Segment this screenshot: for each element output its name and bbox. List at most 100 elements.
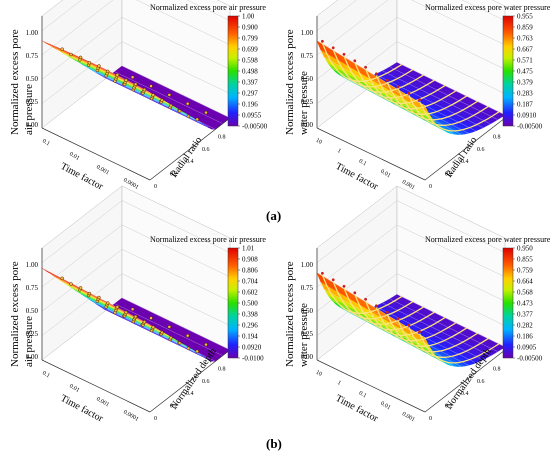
colorbar-label: 0.900 bbox=[242, 24, 258, 32]
surface-contour bbox=[85, 296, 194, 351]
data-markers bbox=[321, 271, 500, 364]
surface-contour bbox=[56, 49, 165, 102]
data-point bbox=[167, 93, 172, 97]
data-point bbox=[385, 310, 389, 314]
z-axis-label-line2: air pressure bbox=[23, 84, 35, 135]
data-point bbox=[169, 103, 173, 108]
gridline bbox=[41, 0, 82, 31]
colorbar-label: -0.00500 bbox=[517, 355, 543, 363]
gridline bbox=[316, 224, 398, 288]
colorbar-label: 0.282 bbox=[517, 322, 533, 330]
y-tick-label: 0.2 bbox=[170, 404, 178, 410]
data-line bbox=[419, 333, 500, 364]
z-axis-label-line1: Normalized excess pore bbox=[284, 261, 296, 367]
data-point bbox=[149, 316, 153, 320]
z-tick-label: 1.00 bbox=[301, 29, 314, 37]
z-tick-label: 1.00 bbox=[26, 29, 39, 37]
data-point bbox=[418, 330, 421, 334]
x-tick-label: 0.001 bbox=[95, 396, 110, 408]
x-axis-line bbox=[41, 127, 151, 181]
data-point bbox=[185, 101, 190, 106]
data-point bbox=[69, 52, 73, 57]
x-tick-label: 0.001 bbox=[401, 179, 416, 191]
colorbar-label: -0.0100 bbox=[242, 355, 264, 363]
gridline bbox=[41, 273, 123, 336]
y-tick-label: 0.6 bbox=[477, 379, 485, 385]
data-point bbox=[204, 342, 208, 347]
data-markers bbox=[60, 276, 208, 354]
y-tick-label: 0.8 bbox=[493, 366, 501, 372]
colorbar-label: 0.0920 bbox=[242, 344, 262, 352]
data-point bbox=[195, 117, 199, 122]
data-point bbox=[105, 301, 110, 305]
chart-title: Normalized excess pore water pressure bbox=[425, 235, 550, 244]
data-point bbox=[396, 85, 400, 89]
colorbar-label: 0.283 bbox=[517, 90, 533, 98]
data-point bbox=[115, 305, 120, 309]
data-line bbox=[397, 88, 479, 121]
data-point bbox=[185, 333, 190, 338]
surface-contour bbox=[114, 71, 223, 124]
gridline bbox=[41, 41, 123, 104]
z-tick-label: 0.50 bbox=[26, 75, 39, 83]
x-axis-line bbox=[316, 127, 426, 181]
z-tick-label: 0.75 bbox=[301, 284, 314, 292]
x-tick-label: 0.001 bbox=[401, 411, 416, 423]
data-point bbox=[124, 310, 128, 315]
data-point bbox=[407, 91, 411, 95]
z-tick-label: 0.50 bbox=[26, 307, 39, 315]
data-point bbox=[331, 46, 335, 50]
data-point bbox=[385, 78, 389, 82]
colorbar bbox=[502, 247, 514, 359]
gridline bbox=[136, 0, 231, 46]
colorbar bbox=[227, 247, 239, 359]
y-tick-label: 0.8 bbox=[218, 366, 226, 372]
data-line bbox=[419, 101, 500, 132]
data-point bbox=[78, 55, 83, 60]
gridline bbox=[121, 41, 231, 94]
data-point bbox=[151, 325, 155, 329]
colorbar-label: 0.296 bbox=[242, 322, 258, 330]
z-tick-label: 0.00 bbox=[26, 353, 39, 361]
z-tick-label: 0.25 bbox=[26, 98, 39, 106]
gridline bbox=[396, 17, 506, 70]
x-tick-label: 0.001 bbox=[95, 164, 110, 176]
gridline bbox=[396, 249, 506, 302]
y-tick-label: 0.4 bbox=[461, 159, 469, 165]
surface-contour bbox=[114, 303, 223, 356]
data-point bbox=[142, 320, 147, 324]
surface-contour bbox=[121, 65, 231, 119]
z-tick-label: 0.00 bbox=[301, 353, 314, 361]
colorbar-label: 0.955 bbox=[517, 13, 533, 21]
data-point bbox=[177, 109, 182, 113]
data-line bbox=[408, 94, 490, 126]
z-tick-label: 0.75 bbox=[26, 284, 39, 292]
data-point bbox=[105, 69, 110, 74]
data-point bbox=[149, 84, 153, 88]
x-tick-label: 0.0001 bbox=[122, 409, 139, 422]
z-axis-label-line1: Normalized excess pore bbox=[284, 29, 296, 135]
data-point bbox=[130, 75, 135, 79]
data-markers bbox=[60, 47, 208, 122]
x-tick-label: 0.1 bbox=[41, 370, 50, 379]
surface-contour bbox=[396, 294, 506, 348]
data-line bbox=[386, 81, 468, 115]
data-point bbox=[130, 307, 135, 311]
data-point bbox=[177, 341, 182, 345]
data-line bbox=[397, 320, 479, 353]
y-tick-label: 0.6 bbox=[477, 147, 485, 153]
gridline bbox=[121, 200, 231, 253]
surface-contour bbox=[121, 297, 231, 351]
gridline bbox=[41, 17, 123, 80]
back-wall-left bbox=[316, 185, 398, 361]
data-point bbox=[60, 276, 64, 281]
chart-title: Normalized excess pore water pressure bbox=[425, 3, 550, 12]
colorbar-label: 0.799 bbox=[242, 35, 258, 43]
colorbar-label: 0.699 bbox=[242, 46, 258, 54]
z-tick-label: 0.00 bbox=[301, 121, 314, 129]
data-point bbox=[353, 291, 357, 295]
data-point bbox=[69, 282, 73, 286]
colorbar-label: 0.297 bbox=[242, 90, 258, 98]
data-markers bbox=[321, 39, 500, 132]
